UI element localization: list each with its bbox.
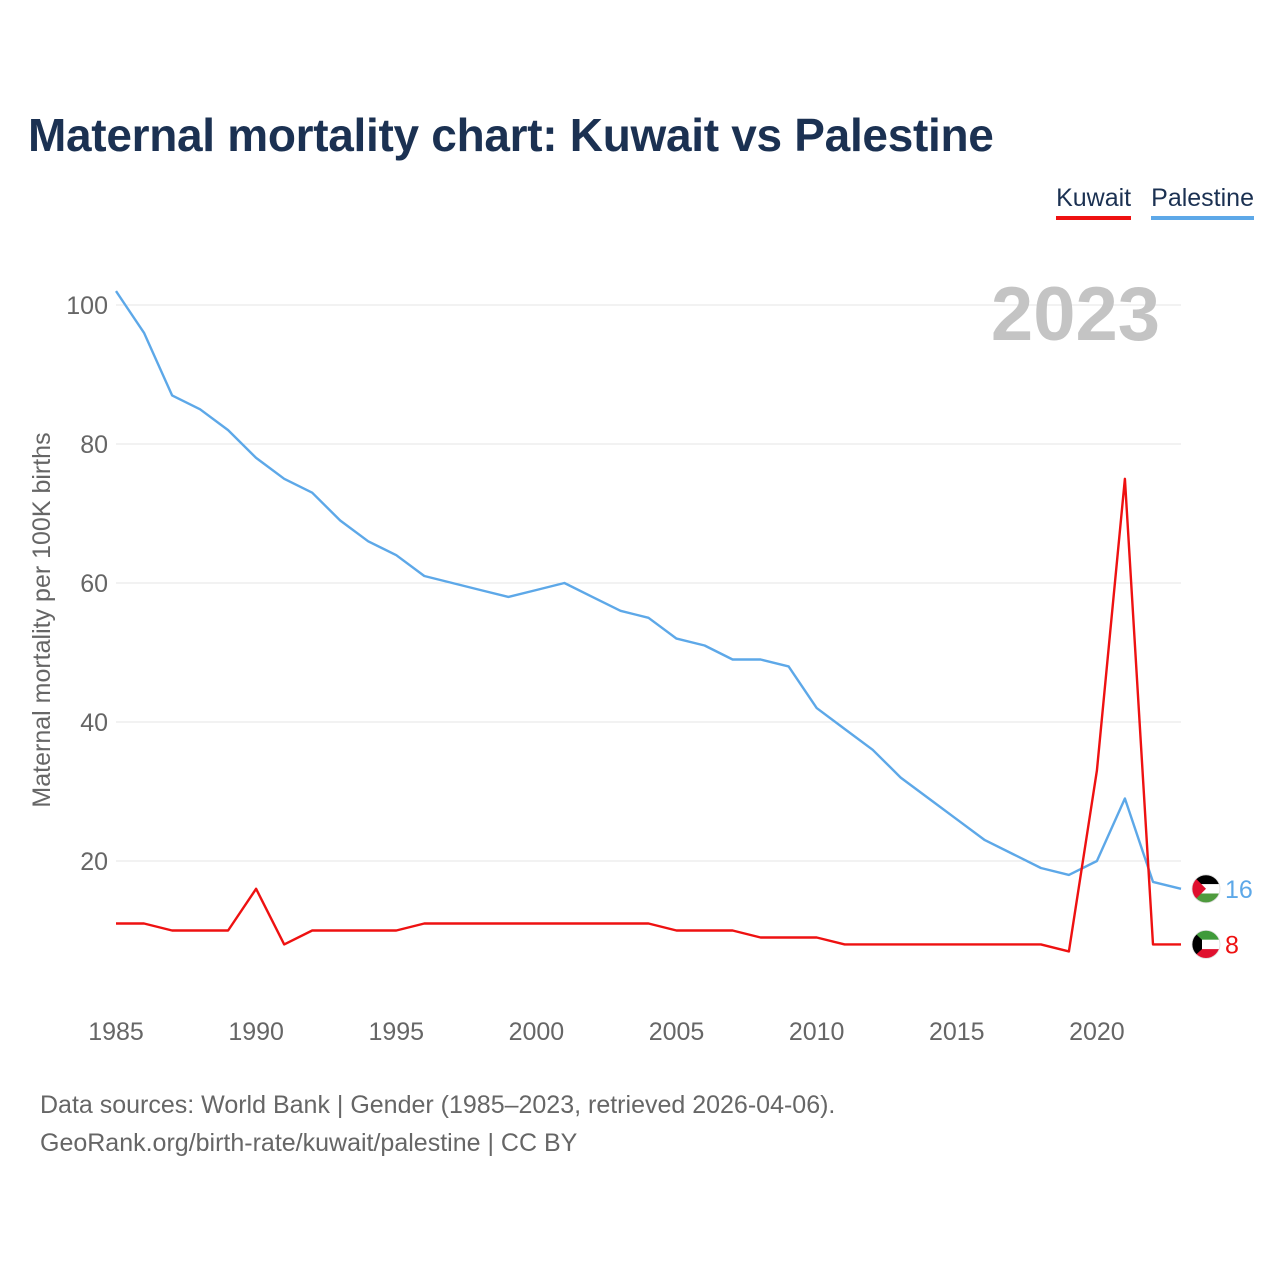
x-tick-label: 2020 bbox=[1069, 1018, 1125, 1046]
year-label: 2023 bbox=[991, 272, 1160, 357]
source-line-1: Data sources: World Bank | Gender (1985–… bbox=[40, 1091, 836, 1119]
x-tick-label: 2015 bbox=[929, 1018, 985, 1046]
x-tick-label: 1995 bbox=[368, 1018, 424, 1046]
legend: Kuwait Palestine bbox=[1056, 184, 1254, 220]
series-lines bbox=[115, 290, 1182, 953]
x-axis-ticks: 1985 1990 1995 2000 2005 2010 2015 2020 bbox=[88, 1018, 1125, 1046]
series-line-palestine bbox=[115, 290, 1182, 890]
chart-title: Maternal mortality chart: Kuwait vs Pale… bbox=[28, 109, 994, 161]
end-value-label-palestine: 16 bbox=[1225, 876, 1253, 904]
y-axis-ticks: 20 40 60 80 100 bbox=[66, 292, 108, 876]
x-tick-label: 2000 bbox=[509, 1018, 565, 1046]
x-tick-label: 1985 bbox=[88, 1018, 144, 1046]
flag-outline bbox=[1191, 930, 1221, 959]
source-line-2: GeoRank.org/birth-rate/kuwait/palestine … bbox=[40, 1129, 578, 1157]
flag-outline bbox=[1191, 874, 1221, 904]
y-tick-label: 80 bbox=[80, 431, 108, 459]
end-value-label-kuwait: 8 bbox=[1225, 931, 1239, 959]
x-tick-label: 2005 bbox=[649, 1018, 705, 1046]
end-markers: 8 16 bbox=[1191, 874, 1253, 959]
legend-item-kuwait[interactable]: Kuwait bbox=[1056, 184, 1132, 220]
legend-item-palestine[interactable]: Palestine bbox=[1151, 184, 1254, 220]
y-tick-label: 20 bbox=[80, 848, 108, 876]
series-line-kuwait bbox=[116, 477, 1181, 953]
palestine-flag-icon bbox=[1192, 874, 1220, 903]
line-chart: 20 40 60 80 100 1985 1990 1995 2000 2005 2010 2015… bbox=[28, 272, 1253, 1046]
x-tick-label: 2010 bbox=[789, 1018, 845, 1046]
kuwait-flag-icon bbox=[1192, 930, 1220, 959]
y-tick-label: 40 bbox=[80, 709, 108, 737]
y-tick-label: 100 bbox=[66, 292, 108, 320]
x-tick-label: 1990 bbox=[228, 1018, 284, 1046]
source-note: Data sources: World Bank | Gender (1985–… bbox=[40, 1086, 835, 1162]
y-tick-label: 60 bbox=[80, 570, 108, 598]
y-axis-label: Maternal mortality per 100K births bbox=[28, 432, 56, 807]
grid-lines bbox=[116, 304, 1181, 862]
